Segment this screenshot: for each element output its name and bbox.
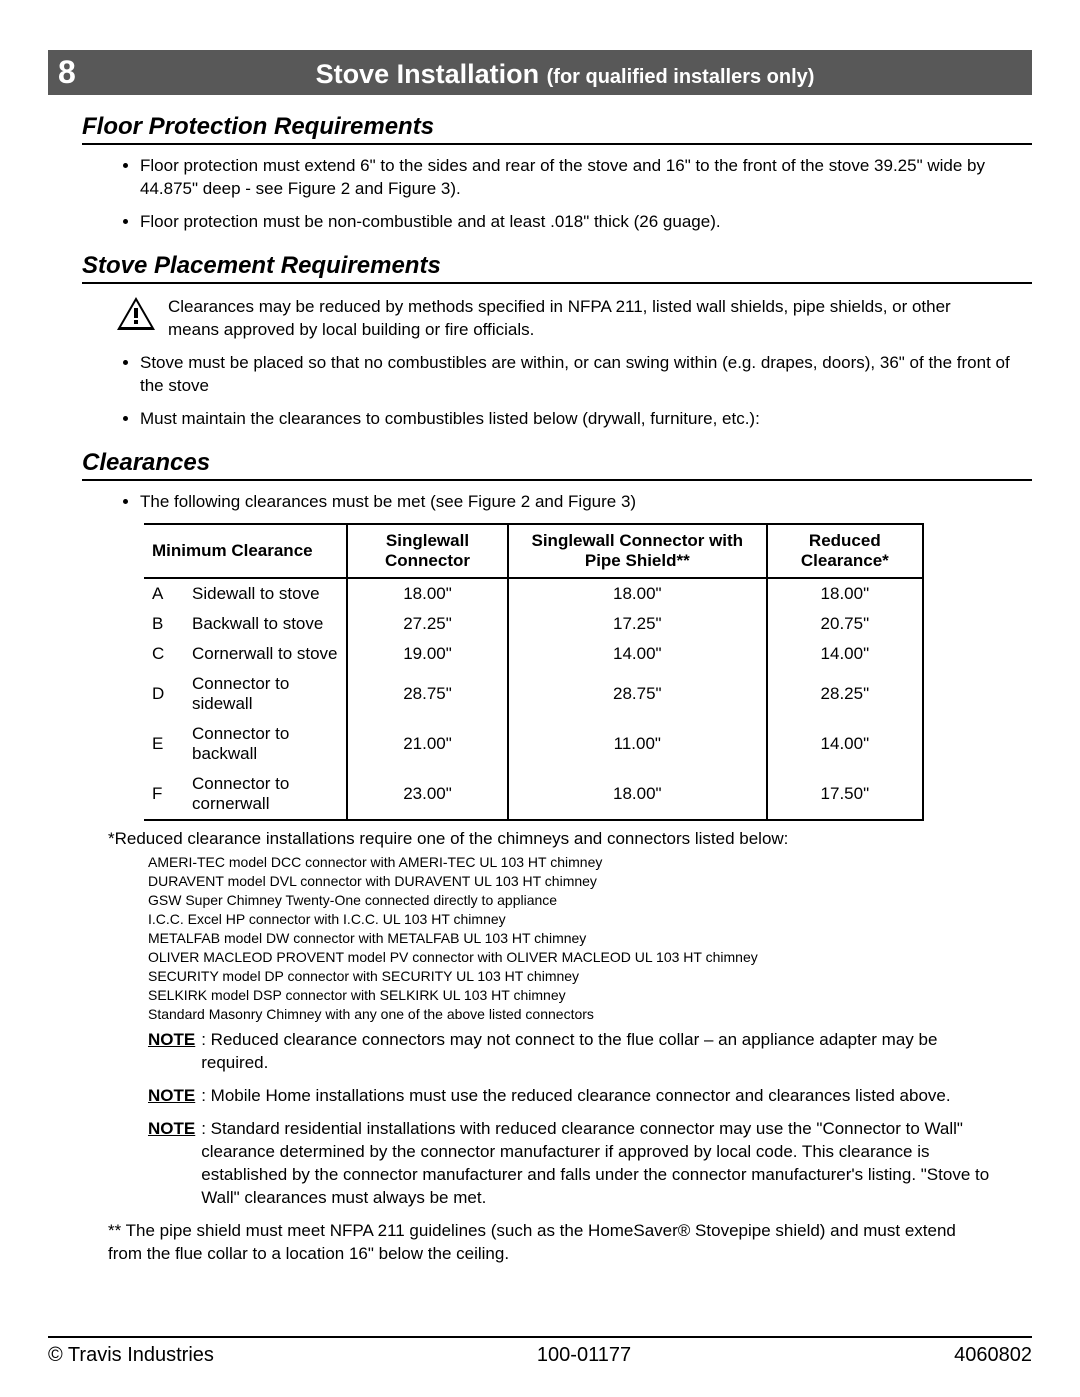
reduced-intro: *Reduced clearance installations require… (108, 829, 1032, 849)
notes-list: NOTE: Reduced clearance connectors may n… (148, 1029, 1002, 1210)
chimney-item: METALFAB model DW connector with METALFA… (148, 929, 1032, 948)
note-label: NOTE (148, 1085, 195, 1108)
row-val: 18.00" (347, 578, 508, 609)
warning-text: Clearances may be reduced by methods spe… (168, 296, 1032, 342)
row-val: 14.00" (508, 639, 767, 669)
chimney-item: SECURITY model DP connector with SECURIT… (148, 967, 1032, 986)
row-desc: Sidewall to stove (184, 578, 347, 609)
list-item: The following clearances must be met (se… (140, 491, 1032, 514)
footer-center: 100-01177 (537, 1344, 631, 1367)
row-desc: Connector to backwall (184, 719, 347, 769)
clearances-table: Minimum Clearance Singlewall Connector S… (144, 523, 924, 821)
heading-floor-protection: Floor Protection Requirements (82, 113, 1032, 145)
chimney-item: DURAVENT model DVL connector with DURAVE… (148, 872, 1032, 891)
th-singlewall: Singlewall Connector (347, 524, 508, 578)
row-val: 28.75" (347, 669, 508, 719)
floor-bullets: Floor protection must extend 6" to the s… (116, 155, 1032, 234)
chimney-item: GSW Super Chimney Twenty-One connected d… (148, 891, 1032, 910)
row-desc: Cornerwall to stove (184, 639, 347, 669)
footer-right: 4060802 (954, 1344, 1032, 1367)
table-row: CCornerwall to stove19.00"14.00"14.00" (144, 639, 923, 669)
page-number: 8 (58, 54, 108, 91)
row-val: 14.00" (767, 719, 923, 769)
list-item: Floor protection must extend 6" to the s… (140, 155, 1032, 201)
chimney-item: OLIVER MACLEOD PROVENT model PV connecto… (148, 948, 1032, 967)
row-val: 11.00" (508, 719, 767, 769)
row-val: 27.25" (347, 609, 508, 639)
pipe-shield-note: ** The pipe shield must meet NFPA 211 gu… (108, 1220, 972, 1266)
table-row: EConnector to backwall21.00"11.00"14.00" (144, 719, 923, 769)
row-val: 28.75" (508, 669, 767, 719)
th-min-clearance: Minimum Clearance (144, 524, 347, 578)
row-val: 17.50" (767, 769, 923, 820)
row-val: 18.00" (508, 578, 767, 609)
row-desc: Backwall to stove (184, 609, 347, 639)
table-row: FConnector to cornerwall23.00"18.00"17.5… (144, 769, 923, 820)
row-val: 19.00" (347, 639, 508, 669)
row-key: E (144, 719, 184, 769)
clearances-intro: The following clearances must be met (se… (116, 491, 1032, 514)
heading-clearances: Clearances (82, 449, 1032, 481)
note-item: NOTE: Reduced clearance connectors may n… (148, 1029, 1002, 1075)
th-reduced: Reduced Clearance* (767, 524, 923, 578)
table-row: BBackwall to stove27.25"17.25"20.75" (144, 609, 923, 639)
row-val: 21.00" (347, 719, 508, 769)
heading-stove-placement: Stove Placement Requirements (82, 252, 1032, 284)
chimney-list: AMERI-TEC model DCC connector with AMERI… (148, 853, 1032, 1023)
note-text: : Reduced clearance connectors may not c… (201, 1029, 1002, 1075)
chapter-header: 8 Stove Installation (for qualified inst… (48, 50, 1032, 95)
row-val: 20.75" (767, 609, 923, 639)
table-row: DConnector to sidewall28.75"28.75"28.25" (144, 669, 923, 719)
row-key: D (144, 669, 184, 719)
row-key: B (144, 609, 184, 639)
row-val: 18.00" (767, 578, 923, 609)
chapter-title: Stove Installation (for qualified instal… (108, 59, 1022, 90)
footer-left: © Travis Industries (48, 1344, 214, 1367)
row-val: 17.25" (508, 609, 767, 639)
note-item: NOTE : Mobile Home installations must use… (148, 1085, 1002, 1108)
row-val: 23.00" (347, 769, 508, 820)
row-key: C (144, 639, 184, 669)
placement-bullets: Stove must be placed so that no combusti… (116, 352, 1032, 431)
chimney-item: Standard Masonry Chimney with any one of… (148, 1005, 1032, 1024)
row-key: A (144, 578, 184, 609)
table-row: ASidewall to stove18.00"18.00"18.00" (144, 578, 923, 609)
chimney-item: I.C.C. Excel HP connector with I.C.C. UL… (148, 910, 1032, 929)
row-val: 28.25" (767, 669, 923, 719)
page-footer: © Travis Industries 100-01177 4060802 (48, 1336, 1032, 1367)
th-singlewall-shield: Singlewall Connector with Pipe Shield** (508, 524, 767, 578)
chimney-item: AMERI-TEC model DCC connector with AMERI… (148, 853, 1032, 872)
row-desc: Connector to sidewall (184, 669, 347, 719)
note-label: NOTE (148, 1029, 195, 1075)
note-text: : Mobile Home installations must use the… (201, 1085, 950, 1108)
note-text: : Standard residential installations wit… (201, 1118, 1002, 1210)
row-desc: Connector to cornerwall (184, 769, 347, 820)
row-val: 18.00" (508, 769, 767, 820)
note-item: NOTE: Standard residential installations… (148, 1118, 1002, 1210)
list-item: Must maintain the clearances to combusti… (140, 408, 1032, 431)
list-item: Floor protection must be non-combustible… (140, 211, 1032, 234)
row-val: 14.00" (767, 639, 923, 669)
note-label: NOTE (148, 1118, 195, 1210)
chimney-item: SELKIRK model DSP connector with SELKIRK… (148, 986, 1032, 1005)
warning-icon (116, 296, 156, 332)
row-key: F (144, 769, 184, 820)
warning-row: Clearances may be reduced by methods spe… (116, 296, 1032, 342)
list-item: Stove must be placed so that no combusti… (140, 352, 1032, 398)
